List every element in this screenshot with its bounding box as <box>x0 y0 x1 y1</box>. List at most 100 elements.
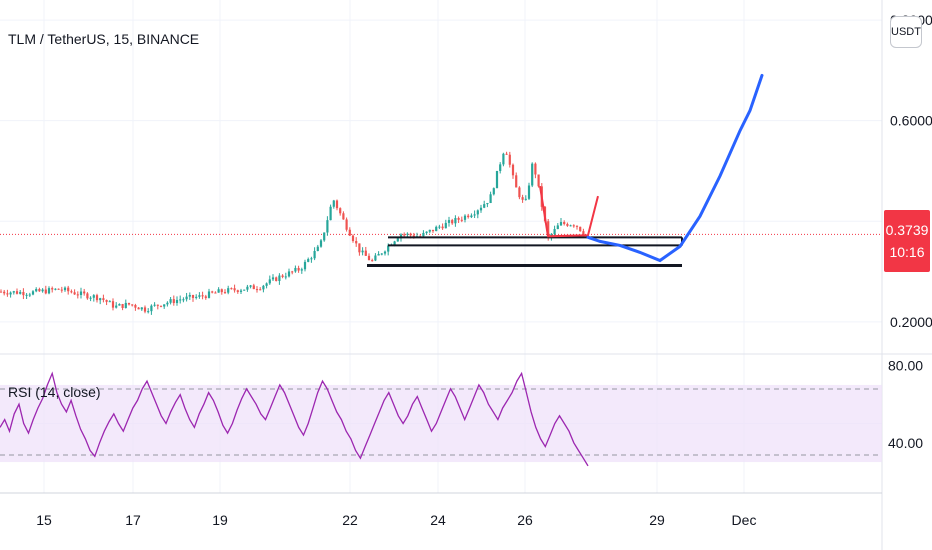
candle-body <box>265 283 268 286</box>
candle-body <box>297 267 300 271</box>
candle-body <box>3 291 6 294</box>
candle-body <box>143 307 147 312</box>
symbol-title[interactable]: TLM / TetherUS, 15, BINANCE <box>8 31 199 47</box>
candle-body <box>534 163 537 175</box>
candle-body <box>179 299 182 301</box>
candle-body <box>38 289 41 292</box>
candle-body <box>329 206 332 221</box>
candle-body <box>86 293 89 299</box>
candle-body <box>271 277 275 280</box>
candle-body <box>505 153 508 155</box>
candle-body <box>19 291 22 294</box>
candle-body <box>28 294 31 296</box>
candle-body <box>15 291 19 294</box>
candle-body <box>515 175 518 188</box>
candle-body <box>495 170 499 189</box>
candle-body <box>195 296 198 298</box>
candle-body <box>163 304 166 307</box>
candle-body <box>262 285 265 290</box>
time-tick-label: 29 <box>649 512 665 528</box>
candle-body <box>111 301 115 308</box>
rsi-axis-labels: 80.00 40.00 <box>888 358 923 451</box>
candle-body <box>547 221 550 238</box>
candle-body <box>284 276 287 278</box>
candle-body <box>236 290 239 292</box>
candle-body <box>89 297 92 299</box>
rsi-legend[interactable]: RSI (14, close) <box>8 384 101 400</box>
candle-body <box>201 295 204 297</box>
candle-body <box>300 269 303 271</box>
candle-body <box>460 219 463 221</box>
candle-body <box>387 245 390 252</box>
candle-body <box>310 258 313 260</box>
candle-body <box>332 200 335 207</box>
candle-body <box>115 305 118 308</box>
candle-body <box>441 226 444 229</box>
time-axis-labels: 15 17 19 22 24 26 29 Dec <box>36 512 756 528</box>
candle-body <box>572 225 575 227</box>
candle-body <box>73 292 76 295</box>
candle-body <box>214 292 217 294</box>
candle-body <box>134 305 137 308</box>
candle-body <box>211 291 214 293</box>
candle-body <box>511 164 515 176</box>
blue-projection-path[interactable] <box>586 73 764 263</box>
candle-body <box>153 304 156 306</box>
candle-body <box>483 204 486 208</box>
candle-body <box>191 295 195 298</box>
support-levels[interactable] <box>367 236 683 268</box>
candle-body <box>409 233 412 236</box>
time-tick-label: 26 <box>517 512 533 528</box>
candle-body <box>502 153 505 165</box>
candle-body <box>95 295 99 301</box>
candle-body <box>223 292 227 294</box>
candle-body <box>249 285 252 287</box>
time-tick-label: 24 <box>430 512 446 528</box>
candle-body <box>355 241 358 244</box>
candle-body <box>486 203 489 205</box>
candle-body <box>175 299 179 304</box>
candle-body <box>278 275 281 281</box>
candle-body <box>444 222 447 229</box>
candle-body <box>127 302 131 305</box>
candle-body <box>25 294 28 296</box>
last-price-value: 0.3739 <box>885 222 929 238</box>
candle-body <box>559 222 563 226</box>
candle-body <box>99 298 102 301</box>
candle-body <box>102 298 105 301</box>
candle-body <box>438 226 441 228</box>
candle-body <box>524 198 527 200</box>
candle-body <box>268 279 271 284</box>
candle-body <box>367 255 371 261</box>
candle-body <box>246 286 249 290</box>
candle-body <box>54 288 57 290</box>
candle-body <box>342 213 345 220</box>
candle-body <box>255 289 259 291</box>
candle-body <box>508 154 511 165</box>
red-projection-path[interactable] <box>539 185 599 238</box>
candle-body <box>44 289 47 294</box>
candle-body <box>358 243 361 253</box>
candle-body <box>479 207 483 211</box>
currency-button[interactable]: USDT <box>890 16 922 48</box>
time-tick-label: 19 <box>212 512 228 528</box>
bar-countdown: 10:16 <box>889 244 925 260</box>
candle-body <box>57 288 60 290</box>
candle-body <box>76 294 79 296</box>
candle-body <box>31 291 35 295</box>
rsi-tick-label: 40.00 <box>888 435 923 451</box>
candle-body <box>348 229 351 236</box>
candle-body <box>527 185 531 199</box>
candle-body <box>35 289 38 292</box>
candle-body <box>239 290 243 292</box>
candle-body <box>140 307 143 310</box>
candle-body <box>150 305 153 312</box>
candle-body <box>457 218 460 220</box>
rsi-tick-label: 80.00 <box>888 358 923 374</box>
candle-body <box>12 291 15 293</box>
candle-body <box>22 291 25 296</box>
candle-body <box>428 229 431 232</box>
candle-body <box>393 241 396 245</box>
